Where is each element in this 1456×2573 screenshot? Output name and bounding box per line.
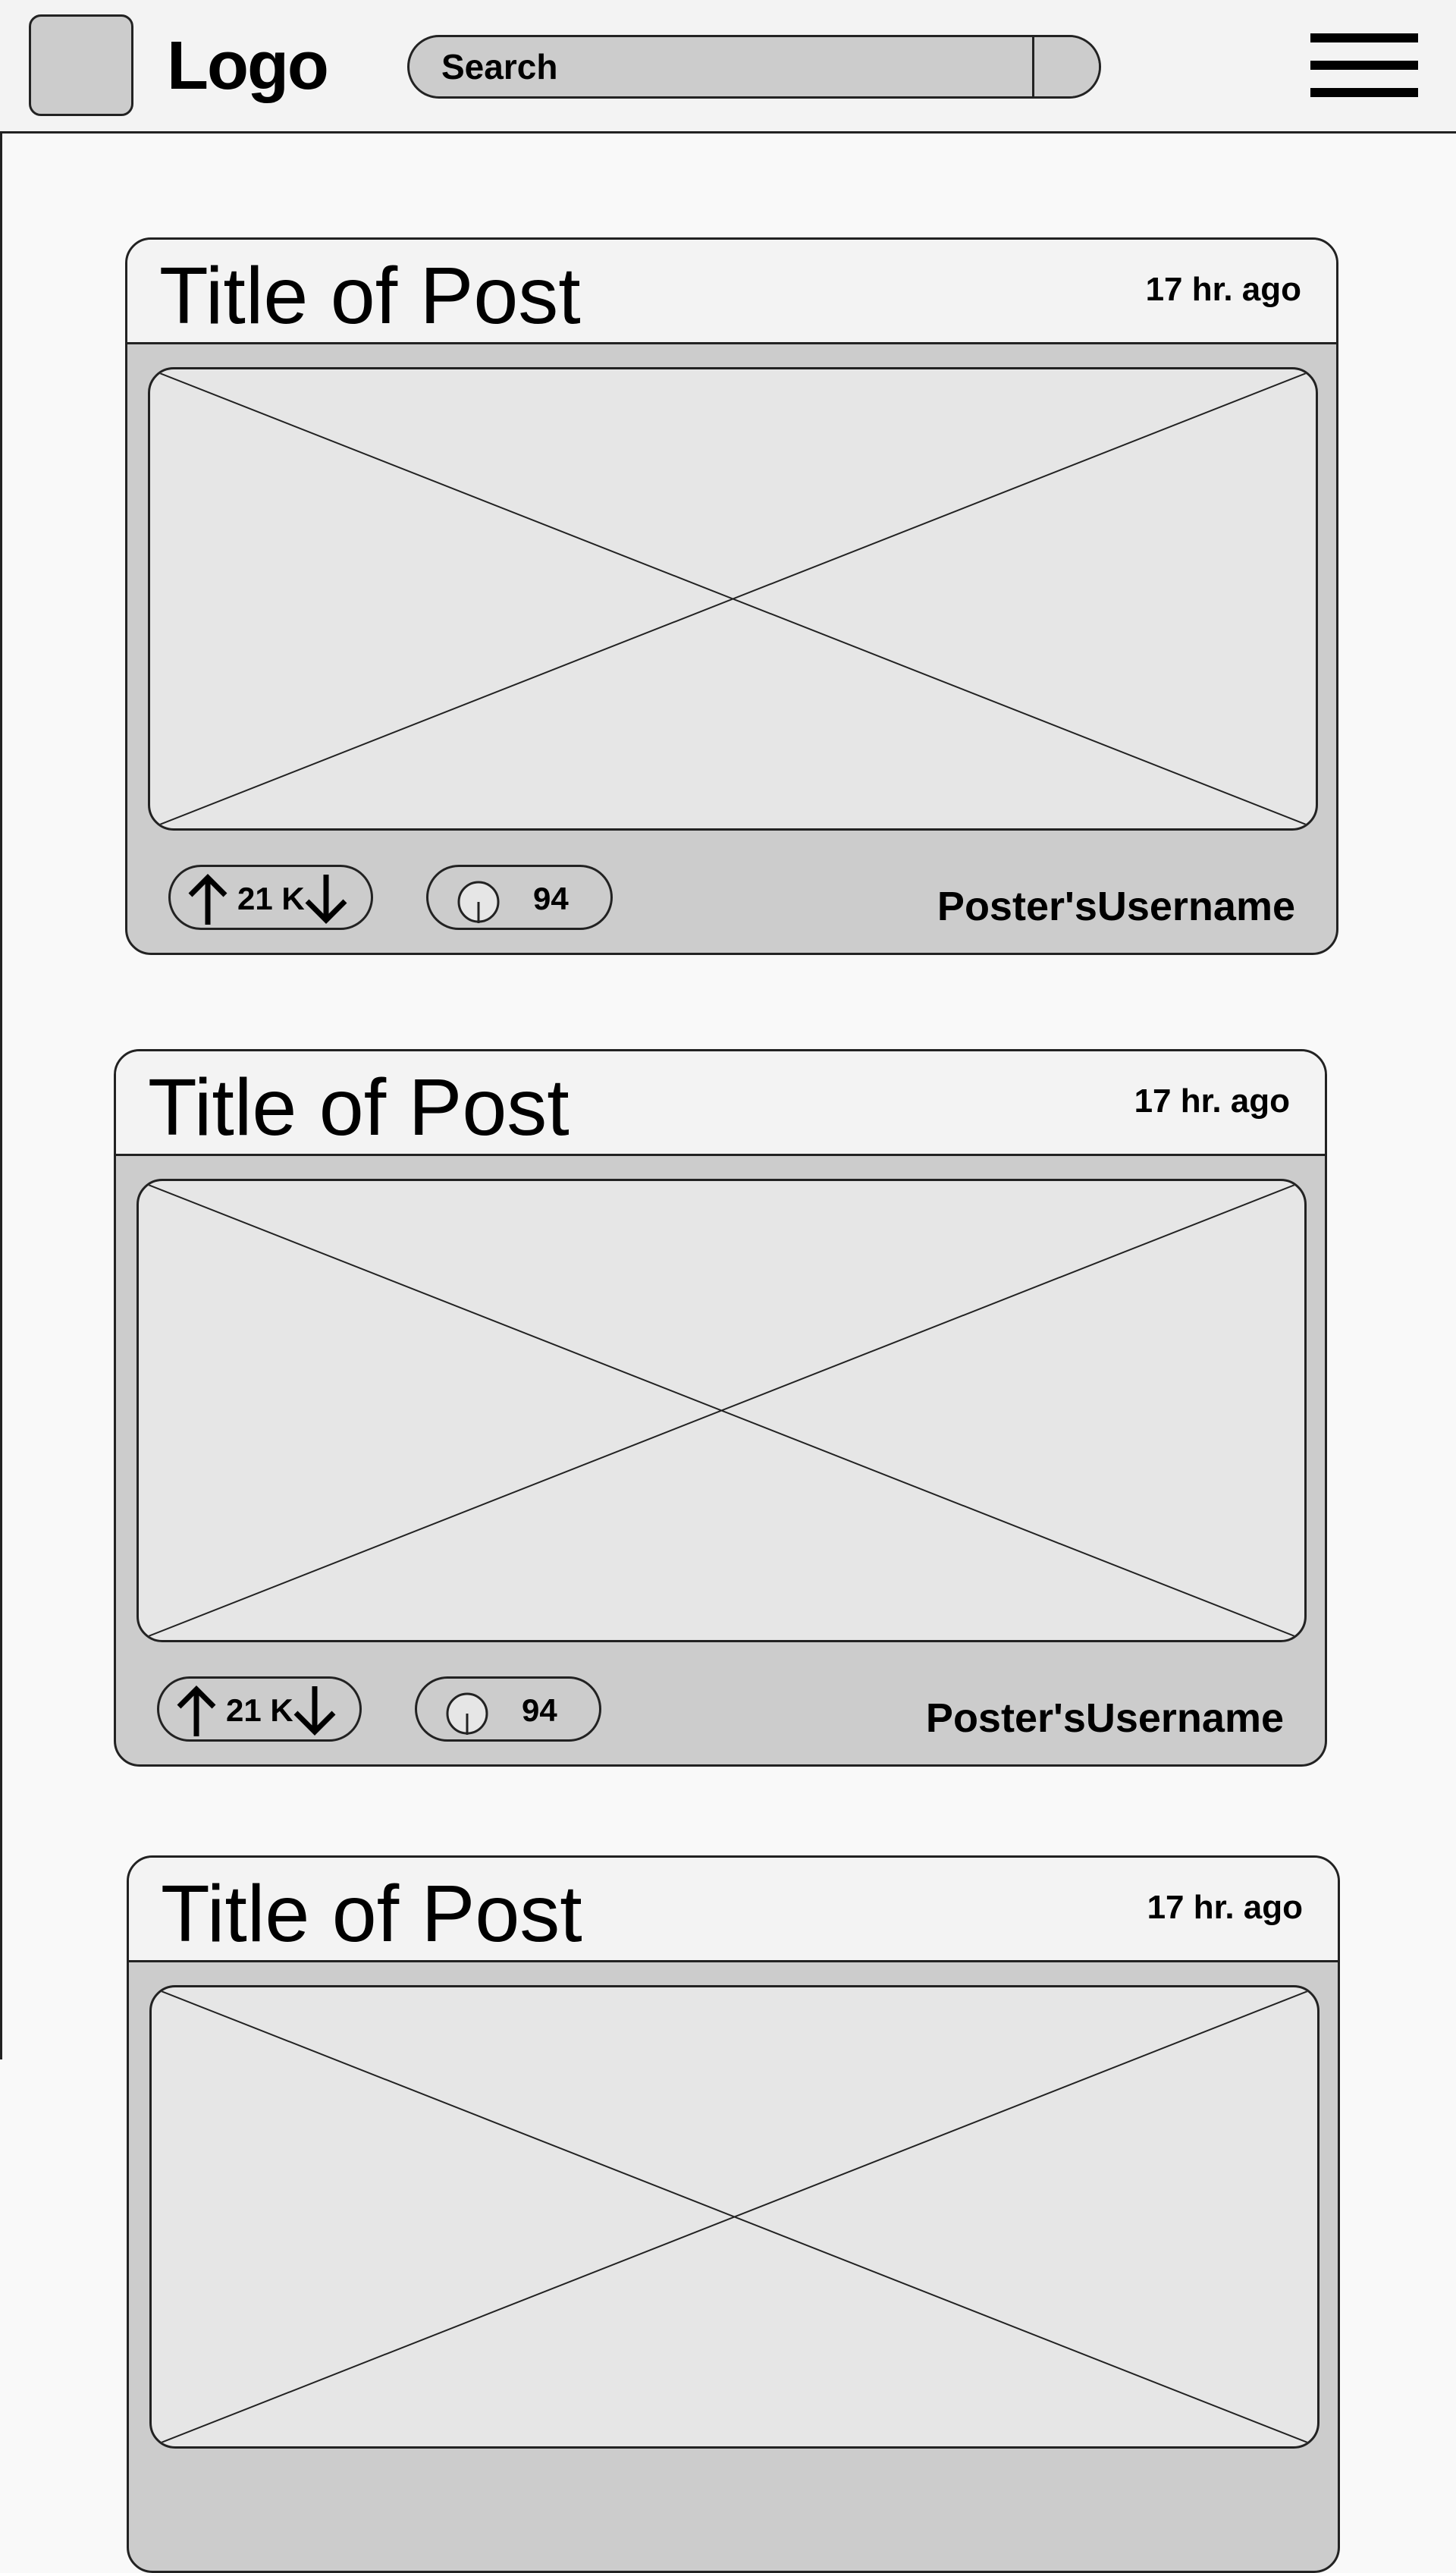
post-card[interactable]: Title of Post 17 hr. ago 21 K 94 Poster'… [125, 237, 1338, 955]
post-image-placeholder[interactable] [136, 1179, 1307, 1642]
upvote-arrow-icon[interactable] [186, 872, 230, 926]
vote-count: 21 K [226, 1692, 293, 1728]
post-image-placeholder[interactable] [148, 367, 1318, 831]
post-title[interactable]: Title of Post [159, 251, 581, 341]
image-placeholder-cross [150, 369, 1316, 828]
comment-count: 94 [522, 1692, 557, 1728]
image-placeholder-cross [152, 1987, 1317, 2446]
vote-control: 21 K [168, 865, 373, 930]
hamburger-menu-icon[interactable] [1310, 33, 1418, 97]
post-title[interactable]: Title of Post [161, 1869, 582, 1959]
poster-username[interactable]: Poster'sUsername [937, 884, 1295, 929]
post-title[interactable]: Title of Post [148, 1063, 570, 1152]
top-bar: Logo [0, 0, 1456, 134]
comments-button[interactable]: 94 [415, 1676, 601, 1742]
post-timestamp: 17 hr. ago [1147, 1889, 1303, 1926]
search-input[interactable] [410, 37, 1033, 96]
feed [0, 134, 1456, 2059]
comment-count: 94 [533, 881, 569, 916]
image-placeholder-cross [139, 1181, 1304, 1640]
downvote-arrow-icon[interactable] [301, 872, 351, 926]
downvote-arrow-icon[interactable] [290, 1683, 340, 1738]
search-button[interactable] [1032, 37, 1099, 96]
comments-button[interactable]: 94 [426, 865, 613, 930]
logo-text[interactable]: Logo [167, 28, 329, 104]
post-timestamp: 17 hr. ago [1145, 271, 1301, 308]
post-header: Title of Post 17 hr. ago [116, 1051, 1325, 1156]
comment-bubble-icon [446, 1692, 488, 1735]
vote-control: 21 K [157, 1676, 362, 1742]
post-timestamp: 17 hr. ago [1134, 1082, 1290, 1120]
search-bar [407, 35, 1101, 99]
post-image-placeholder[interactable] [149, 1985, 1320, 2449]
comment-bubble-icon [457, 881, 500, 923]
upvote-arrow-icon[interactable] [174, 1683, 218, 1738]
post-header: Title of Post 17 hr. ago [129, 1858, 1338, 1962]
logo-image[interactable] [29, 14, 133, 116]
post-card[interactable]: Title of Post 17 hr. ago 21 K 94 Poster'… [114, 1049, 1327, 1767]
poster-username[interactable]: Poster'sUsername [925, 1695, 1284, 1741]
vote-count: 21 K [237, 881, 305, 916]
post-header: Title of Post 17 hr. ago [127, 240, 1336, 344]
post-card[interactable]: Title of Post 17 hr. ago [127, 1855, 1340, 2573]
